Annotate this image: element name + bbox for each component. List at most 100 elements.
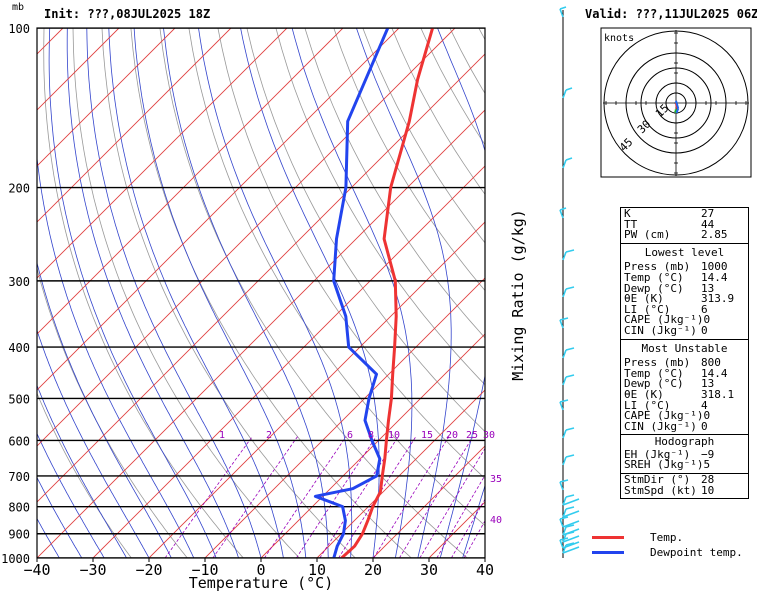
mixing-ratio-line bbox=[319, 436, 399, 558]
moist-adiabat bbox=[163, 28, 329, 558]
pressure-tick-label: 300 bbox=[8, 275, 30, 289]
mixing-ratio-label: 20 bbox=[446, 430, 458, 441]
temperature-tick-label: 0 bbox=[256, 561, 265, 579]
temperature-tick-label: −10 bbox=[191, 561, 218, 579]
wind-barb bbox=[559, 6, 567, 18]
moist-adiabat bbox=[37, 261, 172, 558]
isotherm bbox=[148, 221, 485, 558]
isotherm bbox=[37, 28, 176, 167]
thermo-grid bbox=[37, 28, 485, 558]
wind-barb bbox=[559, 516, 580, 528]
most-unstable-title: Most Unstable bbox=[641, 341, 728, 355]
hodograph-index-label: SREH (Jkg⁻¹) bbox=[624, 458, 704, 472]
lowest-level-value: 6 bbox=[701, 302, 708, 316]
legend-dew: Dewpoint temp. bbox=[592, 545, 743, 559]
hodograph-trace bbox=[674, 100, 680, 114]
most-unstable-value: 13 bbox=[701, 377, 715, 391]
index-label: TT bbox=[624, 217, 638, 231]
temperature-tick-label: 20 bbox=[364, 561, 382, 579]
mixing-ratio-label: 40 bbox=[490, 515, 502, 526]
isotherm bbox=[316, 389, 485, 558]
storm-label: StmDir (°) bbox=[624, 473, 691, 487]
hodograph-segment bbox=[675, 100, 680, 109]
valid-label: Valid: ???,11JUL2025 06Z bbox=[585, 7, 757, 21]
most-unstable-value: 318.1 bbox=[701, 387, 735, 401]
lowest-level-row: Dewp (°C) 13 bbox=[624, 283, 745, 295]
mixing-ratio-line bbox=[451, 498, 485, 558]
pressure-tick-label: 800 bbox=[8, 501, 30, 515]
hodograph-index-label: EH (Jkg⁻¹) bbox=[624, 447, 691, 461]
mixing-ratio-line bbox=[436, 474, 485, 558]
lowest-level-label: θE (K) bbox=[624, 292, 664, 306]
lowest-level-row: LI (°C) 6 bbox=[624, 302, 745, 316]
storm-label: StmSpd (kt) bbox=[624, 483, 697, 497]
lowest-level-title: Lowest level bbox=[644, 245, 725, 259]
temperature-axis: −40 −30 −20 −10 0 10 20 30 40 bbox=[23, 558, 494, 579]
dry-adiabat bbox=[275, 28, 485, 386]
most-unstable-label: LI (°C) bbox=[624, 398, 671, 412]
wind-barb bbox=[562, 347, 575, 359]
hodograph-section: Hodograph EH (Jkg⁻¹) −9 SREH (Jkg⁻¹) 5 bbox=[621, 434, 748, 473]
lowest-level-label: CIN (Jkg⁻¹) bbox=[624, 323, 697, 337]
pressure-tick-label: 200 bbox=[8, 182, 30, 196]
lowest-level-value: 14.4 bbox=[701, 270, 728, 284]
moist-adiabat bbox=[108, 28, 284, 558]
moist-adiabat bbox=[462, 484, 485, 558]
isotherm bbox=[37, 28, 456, 447]
most-unstable-row: LI (°C) 4 bbox=[624, 398, 745, 412]
most-unstable-row: Temp (°C) 14.4 bbox=[624, 368, 745, 380]
most-unstable-row: Press (mb) 800 bbox=[624, 356, 745, 370]
pressure-tick-label: 1000 bbox=[1, 552, 30, 566]
lowest-level-row: θE (K) 313.9 bbox=[624, 292, 745, 306]
temperature-tick-label: 30 bbox=[420, 561, 438, 579]
most-unstable-row: θE (K) 318.1 bbox=[624, 387, 745, 401]
index-label: PW (cm) bbox=[624, 228, 671, 242]
most-unstable-value: 0 bbox=[703, 409, 711, 423]
wind-barb bbox=[562, 286, 575, 298]
mixing-ratio-label: 30 bbox=[483, 430, 495, 441]
lowest-level-label: Press (mb) bbox=[624, 260, 691, 274]
legend-dew-swatch bbox=[592, 550, 624, 554]
index-label: K bbox=[624, 207, 631, 220]
indices-top-section: K 27 TT 44 PW (cm) 2.85 bbox=[621, 208, 748, 243]
wind-barbs bbox=[559, 6, 580, 554]
moist-adiabat bbox=[66, 28, 239, 558]
legend-temp-label: Temp. bbox=[650, 530, 684, 544]
mixing-ratio-label: 15 bbox=[421, 430, 433, 441]
mixing-ratio-line bbox=[399, 436, 474, 558]
wind-barb bbox=[562, 249, 575, 261]
mixing-ratio-label: 35 bbox=[490, 474, 502, 485]
isotherm bbox=[92, 165, 485, 558]
wind-barb bbox=[562, 542, 580, 554]
wind-barb bbox=[562, 494, 580, 506]
moist-adiabat bbox=[240, 28, 380, 558]
index-row: TT 44 bbox=[624, 217, 745, 231]
moist-adiabat bbox=[291, 28, 413, 558]
dry-adiabat bbox=[304, 28, 485, 339]
wind-barb bbox=[562, 427, 575, 439]
temperature-tick-label: −30 bbox=[79, 561, 106, 579]
lowest-level-value: 0 bbox=[701, 323, 708, 337]
pressure-unit-label: mb bbox=[12, 2, 24, 13]
lowest-level-value: 313.9 bbox=[701, 292, 735, 306]
storm-value: 28 bbox=[701, 473, 715, 487]
mixing-ratio-line bbox=[264, 436, 347, 558]
pressure-tick-label: 400 bbox=[8, 341, 30, 355]
most-unstable-label: Press (mb) bbox=[624, 356, 691, 370]
mixing-ratio-title: Mixing Ratio (g/kg) bbox=[509, 209, 527, 381]
hodograph-index-row: SREH (Jkg⁻¹) 5 bbox=[624, 460, 745, 471]
lowest-level-row: CIN (Jkg⁻¹) 0 bbox=[624, 323, 745, 337]
storm-row: StmSpd (kt) 10 bbox=[624, 483, 745, 497]
hodograph-rings bbox=[603, 30, 749, 176]
storm-value: 10 bbox=[701, 483, 715, 497]
mixing-ratio-line bbox=[463, 520, 485, 558]
wind-barb bbox=[562, 374, 575, 386]
moist-adiabat bbox=[37, 384, 127, 558]
isotherm bbox=[204, 277, 485, 558]
dry-adiabat bbox=[217, 28, 485, 480]
storm-row: StmDir (°) 28 bbox=[624, 473, 745, 487]
most-unstable-label: CAPE (Jkg⁻¹) bbox=[624, 409, 704, 423]
isotherm bbox=[37, 28, 232, 223]
